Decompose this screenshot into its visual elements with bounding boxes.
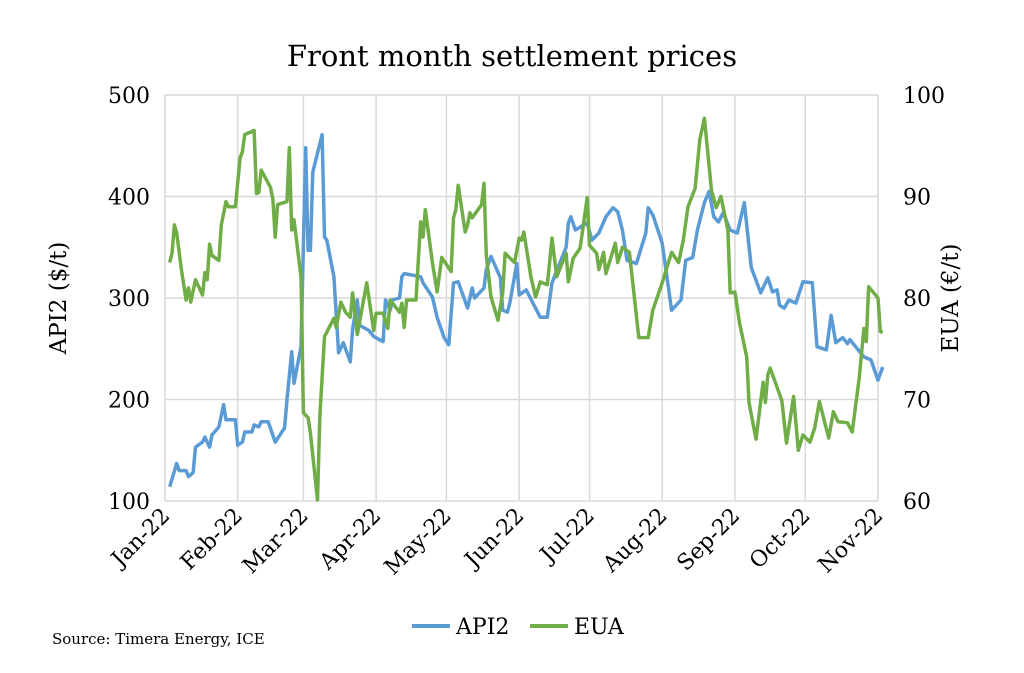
x-tick-label: Sep-22 bbox=[673, 504, 746, 577]
x-tick-label: Oct-22 bbox=[745, 504, 815, 574]
x-tick-label: Nov-22 bbox=[814, 504, 889, 579]
y-tick-label: 300 bbox=[108, 287, 150, 312]
y-tick-label: 400 bbox=[108, 186, 150, 211]
chart-title: Front month settlement prices bbox=[287, 39, 737, 73]
legend-label-api2: API2 bbox=[455, 615, 509, 640]
legend: API2 EUA bbox=[412, 615, 625, 640]
x-tick-label: Jun-22 bbox=[459, 504, 529, 574]
series-line-api2 bbox=[168, 132, 885, 488]
y2-tick-label: 80 bbox=[903, 287, 931, 312]
gridlines bbox=[164, 94, 879, 502]
y2-tick-label: 90 bbox=[903, 186, 931, 211]
y2-tick-label: 70 bbox=[903, 389, 931, 414]
x-tick-label: Feb-22 bbox=[176, 504, 248, 576]
y-axis-left: 100 200 300 400 500 bbox=[108, 84, 150, 515]
y-axis-right: 60 70 80 90 100 bbox=[903, 84, 945, 515]
y-tick-label: 200 bbox=[108, 389, 150, 414]
series-lines bbox=[168, 116, 885, 502]
x-tick-label: May-22 bbox=[380, 504, 457, 581]
y-axis-title-left: API2 ($/t) bbox=[46, 242, 72, 356]
y-axis-title-right: EUA (€/t) bbox=[938, 244, 964, 353]
x-tick-label: Jul-22 bbox=[534, 504, 599, 569]
y-tick-label: 500 bbox=[108, 84, 150, 109]
source-note: Source: Timera Energy, ICE bbox=[52, 630, 265, 648]
x-tick-label: Aug-22 bbox=[598, 504, 673, 579]
legend-label-eua: EUA bbox=[574, 615, 625, 640]
y-tick-label: 100 bbox=[108, 490, 150, 515]
y2-tick-label: 100 bbox=[903, 84, 945, 109]
series-line-eua bbox=[168, 116, 884, 502]
x-tick-label: Mar-22 bbox=[238, 504, 313, 579]
y2-tick-label: 60 bbox=[903, 490, 931, 515]
x-tick-label: Apr-22 bbox=[314, 504, 386, 576]
